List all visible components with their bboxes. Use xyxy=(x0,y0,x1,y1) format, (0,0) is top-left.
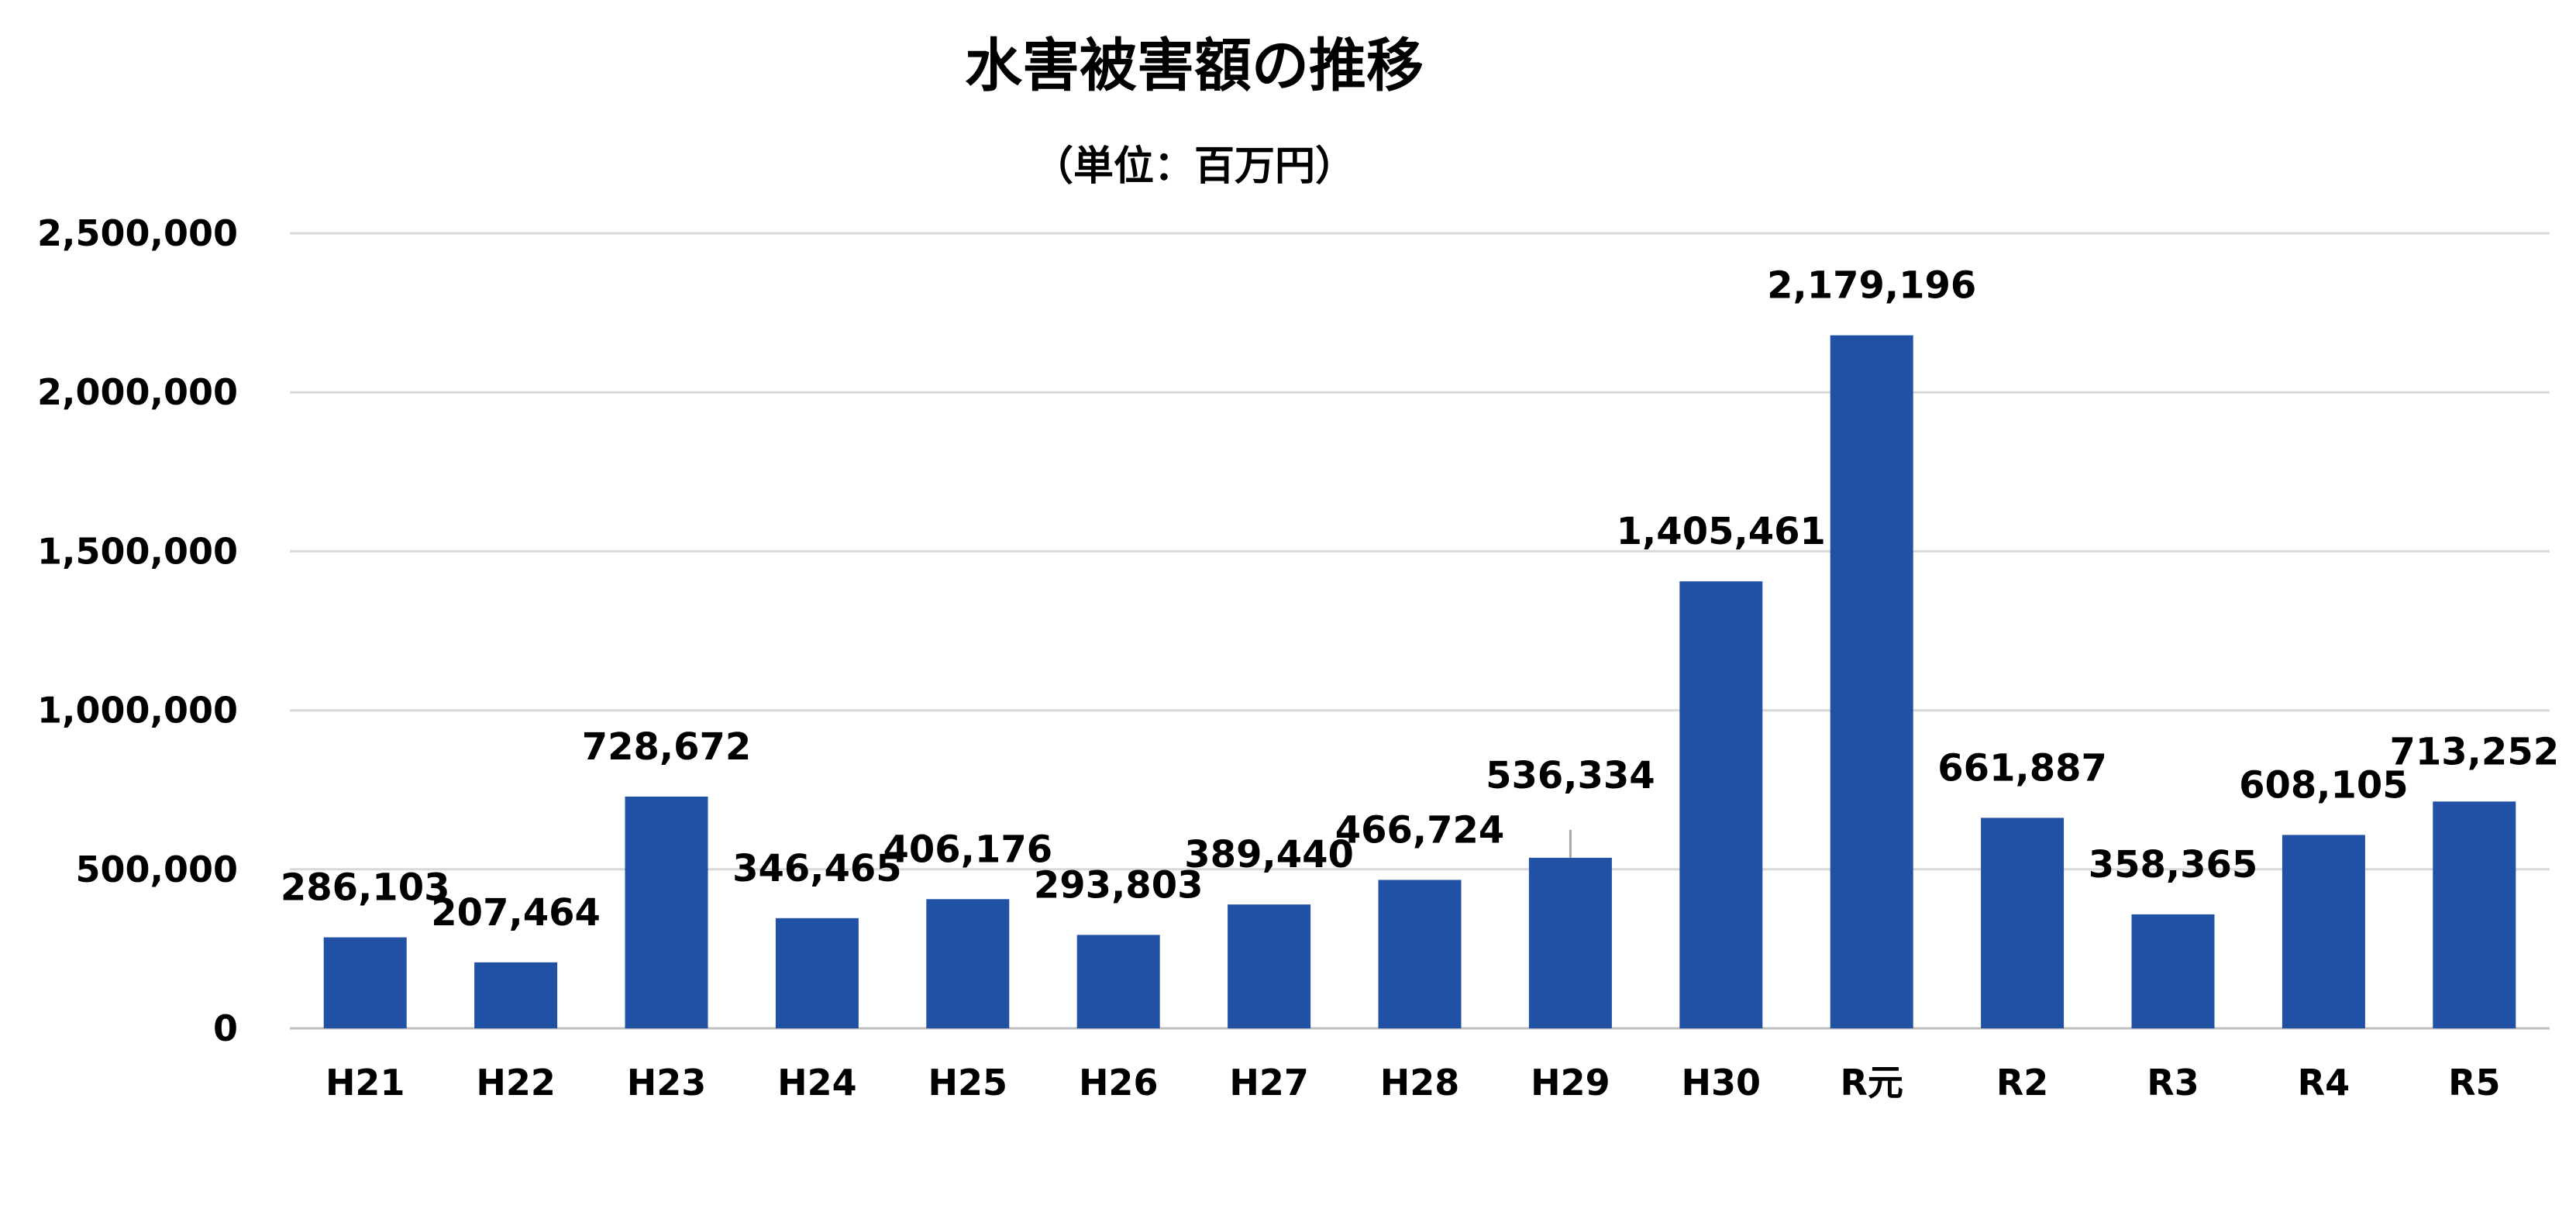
data-label: 2,179,196 xyxy=(1767,264,1976,308)
bar-H22 xyxy=(474,962,558,1028)
data-label: 536,334 xyxy=(1486,754,1655,797)
x-tick-label: R2 xyxy=(1996,1062,2048,1104)
x-tick-label: H25 xyxy=(928,1062,1008,1104)
data-label: 406,176 xyxy=(883,828,1052,871)
bar-H23 xyxy=(625,796,708,1028)
x-tick-label: R元 xyxy=(1840,1062,1903,1104)
y-tick-label: 1,000,000 xyxy=(37,690,238,732)
bar-H24 xyxy=(775,918,859,1028)
x-tick-label: H21 xyxy=(325,1062,405,1104)
x-tick-label: H30 xyxy=(1682,1062,1762,1104)
x-tick-label: R4 xyxy=(2298,1062,2350,1104)
data-label: 713,252 xyxy=(2389,730,2559,773)
data-label: 207,464 xyxy=(431,891,601,935)
chart-subtitle: （単位：百万円） xyxy=(1033,143,1355,190)
data-label: 293,803 xyxy=(1034,863,1204,907)
x-tick-label: H29 xyxy=(1531,1062,1610,1104)
bars xyxy=(323,335,2516,1028)
bar-H27 xyxy=(1228,904,1311,1028)
x-tick-label: H22 xyxy=(476,1062,556,1104)
x-tick-label: H24 xyxy=(777,1062,857,1104)
y-axis-ticks: 0 500,000 1,000,000 1,500,000 2,000,000 2,500… xyxy=(37,212,238,1049)
y-tick-label: 2,500,000 xyxy=(37,212,238,254)
bar-R5 xyxy=(2433,801,2516,1028)
data-label: 286,103 xyxy=(281,866,450,910)
x-tick-label: H26 xyxy=(1079,1062,1159,1104)
bar-R2 xyxy=(1981,818,2065,1028)
y-tick-label: 1,500,000 xyxy=(37,530,238,572)
bar-H25 xyxy=(926,899,1010,1028)
x-tick-label: R3 xyxy=(2147,1062,2199,1104)
bar-H21 xyxy=(323,937,407,1028)
x-tick-label: H27 xyxy=(1229,1062,1309,1104)
data-label: 346,465 xyxy=(732,847,902,890)
bar-R3 xyxy=(2131,914,2215,1028)
y-tick-label: 0 xyxy=(213,1007,238,1049)
x-tick-label: R5 xyxy=(2448,1062,2500,1104)
bar-H29 xyxy=(1528,857,1612,1028)
data-label: 358,365 xyxy=(2089,843,2258,887)
data-label: 728,672 xyxy=(582,725,752,769)
x-tick-label: H23 xyxy=(627,1062,707,1104)
bar-R元 xyxy=(1830,335,1913,1028)
x-axis-ticks: H21 H22 H23 H24 H25 H26 H27 H28 H29 H30 R元 R2 R3 R4 R5 xyxy=(325,1062,2501,1104)
bar-H30 xyxy=(1679,581,1763,1028)
x-tick-label: H28 xyxy=(1380,1062,1460,1104)
bar-H28 xyxy=(1378,880,1462,1028)
data-label: 389,440 xyxy=(1184,833,1354,876)
bar-H26 xyxy=(1076,935,1160,1028)
data-label: 466,724 xyxy=(1335,808,1505,852)
data-label: 608,105 xyxy=(2239,763,2409,807)
data-label: 1,405,461 xyxy=(1617,510,1826,553)
bar-R4 xyxy=(2282,835,2365,1028)
data-label: 661,887 xyxy=(1937,746,2107,790)
y-tick-label: 2,000,000 xyxy=(37,371,238,413)
chart-title: 水害被害額の推移 xyxy=(965,33,1424,99)
y-tick-label: 500,000 xyxy=(75,849,238,890)
